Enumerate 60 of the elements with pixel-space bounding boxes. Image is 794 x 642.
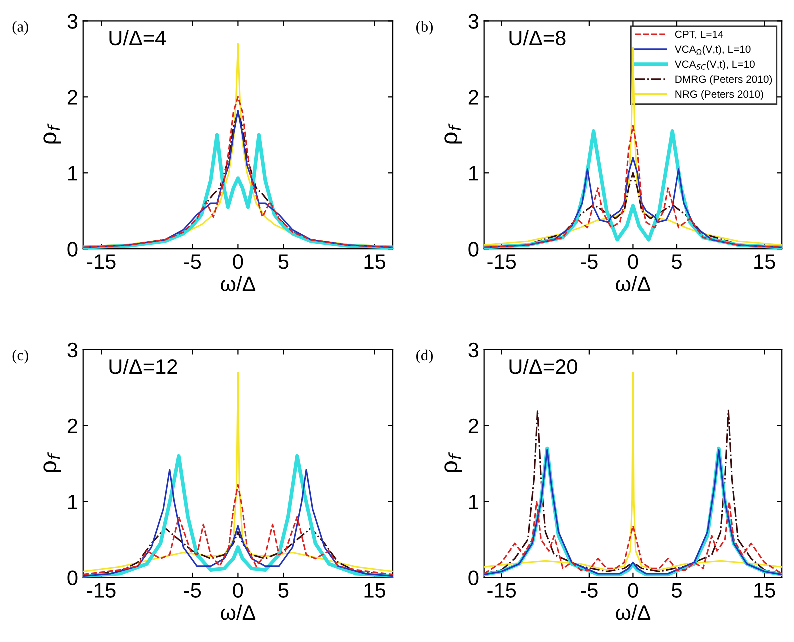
x-tick-label: 0: [628, 583, 638, 598]
x-tick-label: 5: [278, 254, 289, 270]
y-tick-label: 0: [68, 242, 78, 257]
y-tick-label: 1: [68, 166, 78, 181]
x-tick-label: 0: [233, 583, 244, 598]
y-tick-label: 3: [68, 342, 78, 358]
y-axis-title: ρ$_{f}$: [444, 124, 462, 144]
x-tick-label: 0: [628, 254, 638, 270]
x-tick-label: 5: [278, 583, 289, 598]
chart-title: U/Δ=4: [110, 30, 166, 46]
x-tick-label: 5: [672, 254, 682, 270]
x-tick-label: -5: [184, 583, 202, 598]
text: (a): [12, 21, 28, 36]
chart-title: U/Δ=8: [510, 30, 566, 46]
y-tick-label: 2: [468, 90, 478, 105]
x-tick-label: -15: [87, 583, 116, 598]
chart-title: U/Δ=12: [110, 359, 178, 374]
y-tick-label: 2: [68, 90, 78, 105]
x-axis-title: ω/Δ: [221, 276, 256, 292]
y-tick-label: 3: [468, 342, 479, 358]
y-tick-label: 3: [68, 14, 78, 29]
line-series: [484, 501, 782, 575]
x-axis-title: ω/Δ: [221, 604, 256, 620]
legend-label: NRG (Peters 2010): [676, 90, 764, 100]
text: (c): [12, 350, 28, 364]
y-tick-label: 0: [68, 570, 78, 586]
legend-label: VCA$_{Ω}$(V,t), L=10: [674, 45, 751, 56]
y-tick-label: 1: [68, 495, 78, 510]
y-tick-label: 1: [469, 495, 478, 510]
line-series: [83, 484, 394, 576]
x-tick-label: -15: [488, 254, 516, 270]
x-tick-label: -15: [87, 254, 116, 270]
text: (d): [416, 350, 433, 364]
x-tick-label: 15: [364, 254, 386, 270]
x-tick-label: 0: [233, 254, 244, 270]
x-tick-label: 15: [754, 254, 776, 270]
y-tick-label: 2: [68, 418, 78, 434]
y-tick-label: 0: [468, 570, 479, 586]
text: (b): [416, 21, 433, 36]
y-axis-title: ρ$_{f}$: [44, 452, 62, 472]
x-axis-title: ω/Δ: [616, 276, 651, 292]
x-tick-label: -5: [581, 254, 598, 270]
x-tick-label: 15: [364, 583, 386, 598]
legend-label: DMRG (Peters 2010): [676, 75, 772, 86]
x-tick-label: -15: [488, 583, 516, 598]
chart-title: U/Δ=20: [510, 359, 578, 374]
x-tick-label: -5: [184, 254, 202, 270]
line-series: [484, 47, 782, 246]
legend-label: CPT, L=14: [675, 30, 724, 40]
x-tick-label: 5: [672, 583, 682, 598]
y-tick-label: 0: [468, 242, 479, 257]
y-axis-title: ρ$_{f}$: [44, 124, 62, 144]
x-tick-label: 15: [754, 583, 776, 598]
x-tick-label: -5: [581, 583, 598, 598]
y-axis-title: ρ$_{f}$: [444, 452, 462, 472]
y-tick-label: 1: [469, 166, 478, 181]
x-axis-title: ω/Δ: [616, 604, 651, 620]
y-tick-label: 2: [468, 418, 478, 434]
legend-label: VCA$_{SC}$(V,t), L=10: [674, 60, 755, 70]
y-tick-label: 3: [468, 14, 479, 29]
